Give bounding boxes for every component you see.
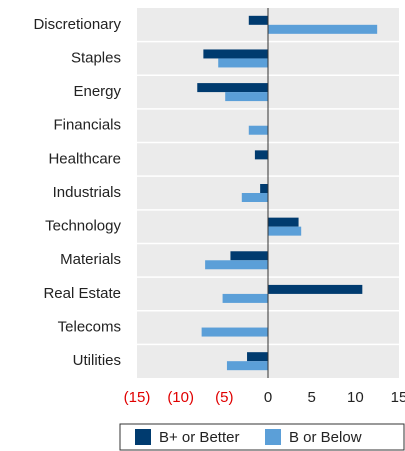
bar (226, 361, 268, 371)
x-tick-label: (10) (167, 389, 194, 406)
bar (254, 150, 268, 160)
y-tick-label: Energy (73, 83, 121, 100)
bar (225, 92, 268, 102)
bar (268, 226, 302, 236)
y-tick-label: Telecoms (58, 319, 121, 336)
y-tick-label: Industrials (53, 184, 121, 201)
bar (230, 251, 268, 261)
bar (247, 352, 268, 362)
y-tick-label: Technology (45, 218, 121, 235)
legend-swatch (135, 429, 151, 445)
bar (203, 49, 268, 59)
legend-swatch (265, 429, 281, 445)
bar (268, 217, 299, 227)
bar (268, 284, 363, 294)
bar (241, 193, 268, 202)
y-tick-label: Real Estate (43, 285, 121, 302)
x-tick-label: (15) (124, 389, 151, 406)
bar (201, 327, 268, 337)
bar (260, 184, 268, 193)
x-tick-label: (5) (215, 389, 233, 406)
bar (248, 125, 268, 135)
y-tick-label: Utilities (73, 352, 121, 369)
bar (197, 83, 268, 93)
bar (218, 58, 268, 68)
x-tick-label: 5 (307, 389, 315, 406)
bar (205, 260, 268, 270)
bar (222, 293, 268, 303)
bar (268, 24, 378, 34)
legend-label: B or Below (289, 429, 362, 446)
x-tick-label: 0 (264, 389, 272, 406)
y-tick-label: Materials (60, 251, 121, 268)
y-tick-label: Financials (53, 117, 121, 134)
x-tick-label: 15 (391, 389, 405, 406)
bar (248, 15, 268, 25)
y-tick-label: Discretionary (33, 16, 121, 33)
legend-box (119, 423, 405, 451)
y-tick-label: Staples (71, 49, 121, 66)
legend-label: B+ or Better (159, 429, 239, 446)
y-tick-label: Healthcare (48, 150, 121, 167)
x-tick-label: 10 (347, 389, 364, 406)
